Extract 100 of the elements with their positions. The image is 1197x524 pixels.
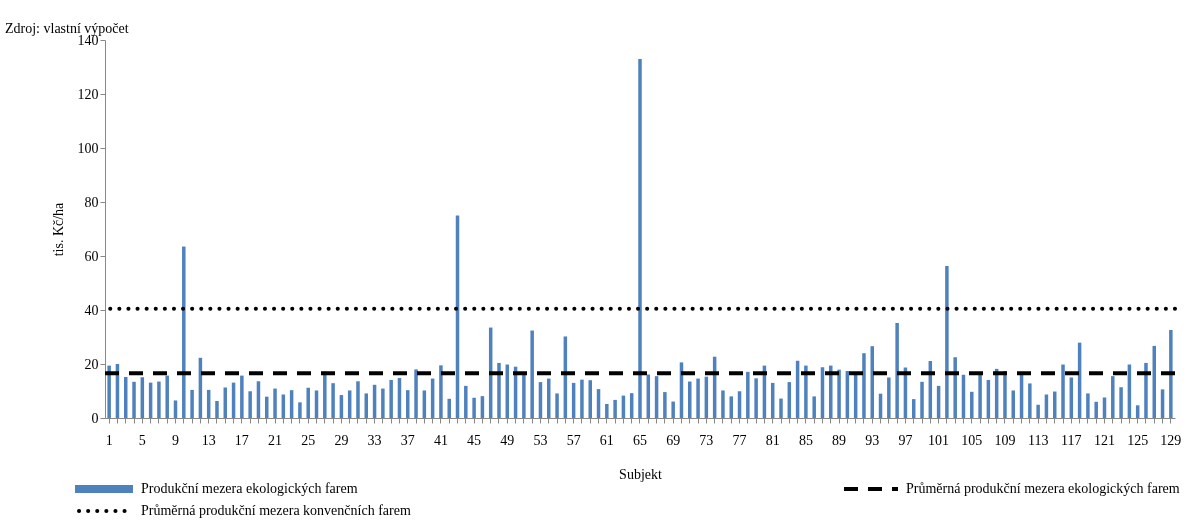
x-axis-title: Subjekt xyxy=(619,466,662,482)
bar xyxy=(165,375,169,418)
x-tick-label: 129 xyxy=(1160,432,1182,448)
bar xyxy=(273,388,277,418)
bar xyxy=(1111,376,1115,418)
bar xyxy=(190,389,194,418)
x-tick-label: 117 xyxy=(1061,432,1082,448)
x-tick-label: 69 xyxy=(666,432,681,448)
bar xyxy=(870,346,874,418)
bar xyxy=(107,365,111,418)
bar xyxy=(1169,329,1173,418)
bar xyxy=(472,397,476,418)
x-tick-label: 81 xyxy=(765,432,780,448)
y-tick-label: 120 xyxy=(77,86,99,102)
y-tick-label: 60 xyxy=(84,248,99,264)
bar xyxy=(638,58,642,418)
bar xyxy=(895,322,899,418)
bar xyxy=(215,400,219,418)
x-tick-label: 57 xyxy=(566,432,581,448)
x-tick-label: 121 xyxy=(1094,432,1115,448)
x-tick-label: 61 xyxy=(599,432,614,448)
bar xyxy=(406,390,410,418)
x-tick-label: 85 xyxy=(798,432,813,448)
x-tick-label: 93 xyxy=(865,432,880,448)
bar xyxy=(671,401,675,418)
x-tick-label: 17 xyxy=(234,432,249,448)
x-tick-label: 9 xyxy=(172,432,179,448)
x-tick-label: 37 xyxy=(400,432,415,448)
bar xyxy=(953,357,957,418)
bar xyxy=(663,392,667,418)
bar xyxy=(613,399,617,418)
bar xyxy=(1094,401,1098,418)
legend-label: Průměrná produkční mezera konvenčních farem xyxy=(141,503,411,518)
x-tick-label: 77 xyxy=(732,432,747,448)
bar xyxy=(555,393,559,418)
x-tick-label: 73 xyxy=(699,432,714,448)
x-tick-label: 41 xyxy=(433,432,448,448)
bar xyxy=(978,374,982,418)
bar xyxy=(306,387,310,418)
legend-label: Produkční mezera ekologických farem xyxy=(141,481,358,496)
bar xyxy=(1036,404,1040,418)
bar xyxy=(240,375,244,418)
x-tick-label: 105 xyxy=(961,432,983,448)
bar xyxy=(970,391,974,418)
x-tick-label: 49 xyxy=(500,432,515,448)
bar xyxy=(389,379,393,418)
bar xyxy=(580,379,584,418)
bar xyxy=(837,369,841,418)
bar xyxy=(547,378,551,418)
bar xyxy=(1119,387,1123,418)
y-tick-label: 20 xyxy=(84,356,99,372)
bar xyxy=(447,398,451,418)
bar xyxy=(804,365,808,418)
x-tick-label: 53 xyxy=(533,432,548,448)
x-tick-label: 65 xyxy=(633,432,647,448)
bar xyxy=(696,378,700,418)
bar xyxy=(746,371,750,418)
text: Zdroj: vlastní výpočet xyxy=(5,21,129,36)
bar xyxy=(157,381,161,418)
bar xyxy=(754,378,758,418)
x-tick-label: 45 xyxy=(467,432,482,448)
x-tick-label: 29 xyxy=(334,432,349,448)
bar xyxy=(497,362,501,418)
bar xyxy=(829,365,833,418)
bar xyxy=(729,396,733,418)
bar xyxy=(248,391,252,418)
x-tick-label: 5 xyxy=(138,432,146,448)
bar xyxy=(862,353,866,418)
x-tick-label: 1 xyxy=(105,432,113,448)
bar xyxy=(688,381,692,418)
bar xyxy=(1144,362,1148,418)
y-tick-label: 80 xyxy=(84,194,99,210)
x-tick-label: 89 xyxy=(832,432,847,448)
legend-label: Průměrná produkční mezera ekologických farem xyxy=(906,481,1180,496)
bar xyxy=(298,402,302,418)
bar xyxy=(381,388,385,418)
bar xyxy=(945,265,949,418)
x-tick-label: 33 xyxy=(367,432,382,448)
bar xyxy=(356,381,360,418)
bar xyxy=(464,385,468,418)
x-tick-label: 13 xyxy=(201,432,216,448)
x-tick-label: 109 xyxy=(994,432,1016,448)
bar xyxy=(182,246,186,418)
bar xyxy=(1061,364,1065,418)
x-tick-label: 125 xyxy=(1127,432,1149,448)
bar xyxy=(132,381,136,418)
bar xyxy=(779,398,783,418)
y-tick-label: 0 xyxy=(91,410,99,426)
x-tick-label: 101 xyxy=(928,432,950,448)
x-tick-label: 25 xyxy=(301,432,316,448)
x-tick-label: 113 xyxy=(1027,432,1049,448)
bar xyxy=(605,403,609,418)
bar xyxy=(1086,393,1090,418)
bar xyxy=(439,365,443,418)
bar xyxy=(588,380,592,418)
bar xyxy=(1028,383,1032,418)
bar xyxy=(522,374,526,418)
y-tick-label: 40 xyxy=(84,302,99,318)
bar xyxy=(920,381,924,418)
y-tick-label: 100 xyxy=(77,140,99,156)
